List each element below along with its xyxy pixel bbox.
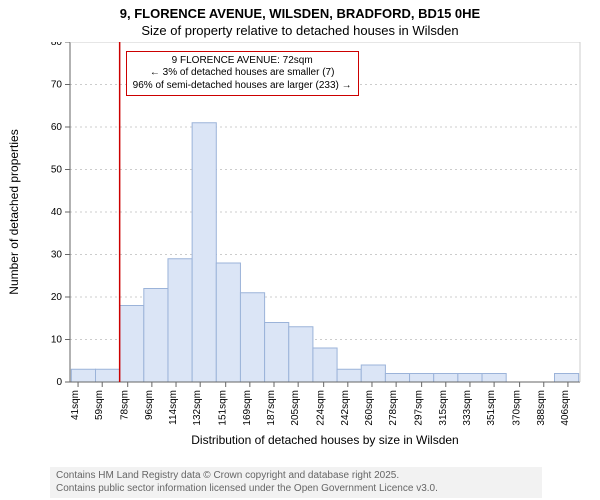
- svg-text:80: 80: [51, 42, 63, 48]
- svg-text:40: 40: [51, 207, 63, 218]
- footer: Contains HM Land Registry data © Crown c…: [50, 467, 542, 498]
- svg-text:406sqm: 406sqm: [560, 390, 571, 426]
- svg-text:30: 30: [51, 250, 63, 261]
- title-block: 9, FLORENCE AVENUE, WILSDEN, BRADFORD, B…: [0, 0, 600, 40]
- svg-text:370sqm: 370sqm: [512, 390, 523, 426]
- svg-text:0: 0: [56, 377, 62, 388]
- svg-text:205sqm: 205sqm: [290, 390, 301, 426]
- annotation-line1: 9 FLORENCE AVENUE: 72sqm: [133, 55, 352, 68]
- svg-text:114sqm: 114sqm: [168, 390, 179, 425]
- title-line2: Size of property relative to detached ho…: [0, 23, 600, 40]
- svg-text:242sqm: 242sqm: [340, 390, 351, 426]
- svg-text:10: 10: [51, 335, 63, 346]
- svg-text:78sqm: 78sqm: [120, 390, 131, 420]
- svg-text:351sqm: 351sqm: [486, 390, 497, 426]
- annotation-box: 9 FLORENCE AVENUE: 72sqm ← 3% of detache…: [126, 51, 359, 97]
- footer-line1: Contains HM Land Registry data © Crown c…: [56, 470, 536, 483]
- chart-container: 9, FLORENCE AVENUE, WILSDEN, BRADFORD, B…: [0, 0, 600, 500]
- footer-line2: Contains public sector information licen…: [56, 483, 536, 496]
- svg-text:41sqm: 41sqm: [70, 390, 81, 420]
- annotation-line3: 96% of semi-detached houses are larger (…: [133, 80, 352, 93]
- svg-text:70: 70: [51, 80, 63, 91]
- svg-text:96sqm: 96sqm: [144, 390, 155, 420]
- title-line1: 9, FLORENCE AVENUE, WILSDEN, BRADFORD, B…: [0, 6, 600, 23]
- svg-text:315sqm: 315sqm: [438, 390, 449, 426]
- svg-text:169sqm: 169sqm: [242, 390, 253, 426]
- svg-text:297sqm: 297sqm: [414, 390, 425, 426]
- svg-text:278sqm: 278sqm: [388, 390, 399, 426]
- svg-text:50: 50: [51, 165, 63, 176]
- svg-text:151sqm: 151sqm: [218, 390, 229, 426]
- svg-text:260sqm: 260sqm: [364, 390, 375, 426]
- plot-area: 0 10 20 30 40 50 60 70 80 41sqm 59sqm 78sqm 96sqm 114…: [0, 42, 600, 458]
- svg-text:20: 20: [51, 292, 63, 303]
- annotation-line2: ← 3% of detached houses are smaller (7): [133, 67, 352, 80]
- svg-text:Distribution of detached house: Distribution of detached houses by size …: [191, 433, 458, 447]
- svg-text:60: 60: [51, 122, 63, 133]
- svg-text:59sqm: 59sqm: [94, 390, 105, 420]
- svg-text:224sqm: 224sqm: [316, 390, 327, 426]
- svg-text:333sqm: 333sqm: [462, 390, 473, 426]
- svg-text:Number of detached properties: Number of detached properties: [7, 129, 21, 294]
- svg-text:187sqm: 187sqm: [266, 390, 277, 426]
- svg-text:388sqm: 388sqm: [536, 390, 547, 426]
- svg-text:132sqm: 132sqm: [192, 390, 203, 426]
- chart-svg: 0 10 20 30 40 50 60 70 80 41sqm 59sqm 78sqm 96sqm 114…: [0, 42, 600, 458]
